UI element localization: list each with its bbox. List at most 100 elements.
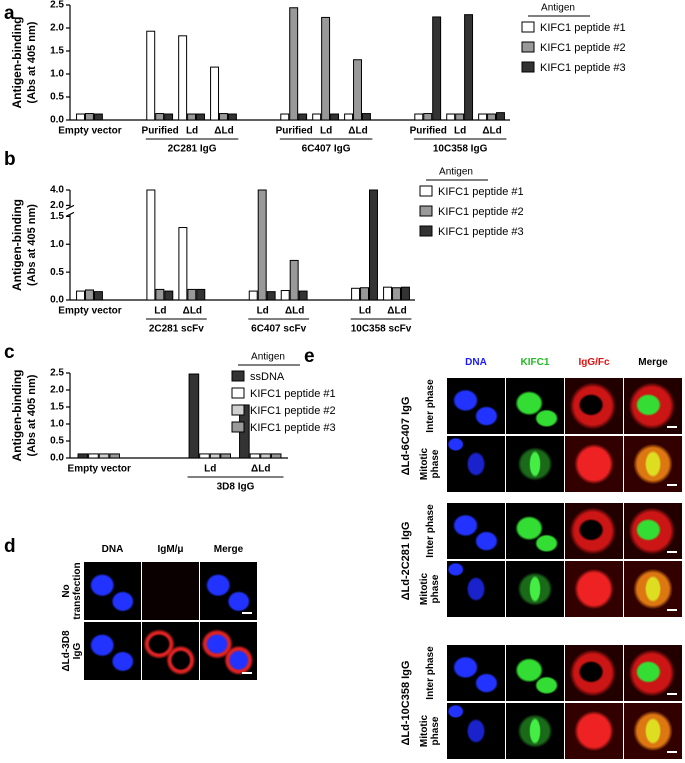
group-label: 2C281 scFv <box>149 324 204 335</box>
bar <box>298 290 308 301</box>
legend-title: Antigen <box>251 352 285 363</box>
bar <box>76 113 85 121</box>
legend-swatch <box>521 21 535 33</box>
legend-swatch <box>231 421 245 433</box>
y-tick-label: 1.5 <box>50 402 64 413</box>
panel-label: e <box>304 346 315 367</box>
y-tick-label: 2.5 <box>50 368 64 379</box>
bar <box>196 113 205 121</box>
panel-e: e DNA KIFC1 IgG/Fc Merge ΔLd-6C407 IgG Inter p… <box>300 340 685 763</box>
column-header: Merge <box>213 544 244 555</box>
row-label: Mitotic phase <box>419 572 441 606</box>
scale-bar <box>667 551 677 553</box>
x-tick-label: Empty vector <box>68 464 131 475</box>
bar <box>312 113 322 121</box>
x-tick-label: Purified <box>276 126 313 137</box>
bar <box>321 16 331 121</box>
micrograph <box>506 378 564 434</box>
legend-swatch <box>231 387 245 399</box>
y-tick-label: 2.0 <box>50 23 64 34</box>
bar <box>227 113 237 121</box>
micrograph <box>624 503 682 559</box>
bar <box>257 189 267 301</box>
bar <box>164 290 174 301</box>
bar <box>178 227 188 301</box>
micrograph <box>565 645 623 701</box>
legend-swatch <box>521 61 535 73</box>
y-axis-label: (Abs at 405 nm) <box>26 21 38 103</box>
legend-swatch <box>231 404 245 416</box>
x-tick-label: ΔLd <box>214 126 233 137</box>
bar <box>98 453 110 459</box>
legend-title: Antigen <box>541 3 575 14</box>
micrograph <box>447 645 505 701</box>
bar <box>199 453 210 459</box>
scale-bar <box>667 426 677 428</box>
y-axis-label: Antigen-binding <box>10 199 24 291</box>
bar <box>280 113 290 121</box>
bar <box>210 66 220 121</box>
panel-label: a <box>4 3 15 24</box>
micrograph <box>565 436 623 492</box>
y-tick-label: 2.5 <box>50 0 64 11</box>
bar <box>209 453 221 459</box>
column-header: KIFC1 <box>520 357 550 368</box>
x-tick-label: Purified <box>142 126 179 137</box>
y-axis-label: (Abs at 405 nm) <box>26 374 38 456</box>
panel-d: d DNA IgM/μ Merge No transfection ΔLd-3D8 IgG <box>0 530 300 763</box>
bar <box>249 453 261 459</box>
legend-label: KIFC1 peptide #1 <box>540 22 626 34</box>
y-tick-label: 4.0 <box>50 185 64 196</box>
scale-bar <box>667 751 677 753</box>
y-axis-label: Antigen-binding <box>10 370 24 462</box>
micrograph <box>565 503 623 559</box>
column-header: IgG/Fc <box>578 357 610 368</box>
group-label: ΔLd-6C407 IgG <box>399 396 412 476</box>
bar <box>478 113 488 121</box>
bar <box>270 453 282 459</box>
bar <box>260 453 271 459</box>
x-tick-label: ΔLd <box>285 306 304 317</box>
bar <box>84 113 94 121</box>
row-label: ΔLd-3D8 IgG <box>61 630 83 672</box>
micrograph <box>506 703 564 759</box>
bar <box>400 286 410 301</box>
x-tick-label: Ld <box>359 306 371 317</box>
x-tick-label: ΔLd <box>251 464 270 475</box>
micrograph <box>447 378 505 434</box>
bar <box>109 453 120 459</box>
y-tick-label: 0.5 <box>50 436 64 447</box>
legend-swatch <box>521 41 535 53</box>
bar <box>187 288 197 301</box>
bar <box>298 113 308 121</box>
bar <box>383 286 393 301</box>
panel-label: b <box>4 149 16 170</box>
micrograph <box>565 378 623 434</box>
x-tick-label: ΔLd <box>387 306 406 317</box>
micrograph <box>624 561 682 617</box>
bar <box>188 373 200 459</box>
bar <box>496 112 505 121</box>
row-label: Inter phase <box>424 646 436 700</box>
legend-swatch <box>419 185 433 197</box>
y-tick-label: 1.5 <box>50 46 64 57</box>
legend-label: KIFC1 peptide #2 <box>250 405 336 417</box>
group-label: 10C358 IgG <box>433 144 488 155</box>
bar <box>88 453 99 459</box>
group-label: 10C358 scFv <box>351 324 412 335</box>
x-tick-label: Ld <box>204 464 216 475</box>
y-tick-label: 0.0 <box>50 295 64 306</box>
bar <box>146 189 156 301</box>
y-tick-label: 0.0 <box>50 453 64 464</box>
bar <box>196 288 206 301</box>
bar <box>392 287 401 301</box>
column-header: IgM/μ <box>157 544 184 555</box>
bar <box>178 35 188 121</box>
y-tick-label: 1.0 <box>50 239 64 250</box>
column-header: DNA <box>465 357 487 368</box>
group-label: 3D8 IgG <box>217 482 255 493</box>
micrograph <box>565 561 623 617</box>
bar <box>146 30 156 121</box>
bar <box>266 291 276 301</box>
